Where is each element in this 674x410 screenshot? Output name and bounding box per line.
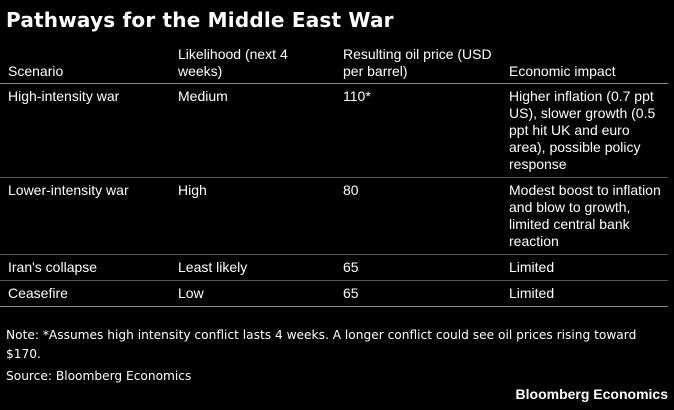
cell-likelihood: Low bbox=[170, 280, 335, 307]
table-header-row: Scenario Likelihood (next 4 weeks) Resul… bbox=[0, 46, 668, 84]
cell-likelihood: High bbox=[170, 177, 335, 255]
table-row: High-intensity war Medium 110* Higher in… bbox=[0, 83, 668, 178]
cell-scenario: Lower-intensity war bbox=[0, 177, 170, 255]
cell-oil-price: 65 bbox=[335, 280, 501, 307]
cell-economic-impact: Limited bbox=[501, 280, 668, 307]
cell-scenario: Iran's collapse bbox=[0, 254, 170, 281]
cell-oil-price: 110* bbox=[335, 83, 501, 178]
cell-economic-impact: Limited bbox=[501, 254, 668, 281]
cell-economic-impact: Modest boost to inflation and blow to gr… bbox=[501, 177, 668, 255]
table-row: Lower-intensity war High 80 Modest boost… bbox=[0, 177, 668, 255]
cell-likelihood: Least likely bbox=[170, 254, 335, 281]
cell-economic-impact: Higher inflation (0.7 ppt US), slower gr… bbox=[501, 83, 668, 178]
header-economic-impact: Economic impact bbox=[501, 46, 668, 84]
table-row: Ceasefire Low 65 Limited bbox=[0, 280, 668, 307]
header-likelihood: Likelihood (next 4 weeks) bbox=[170, 46, 335, 84]
cell-scenario: High-intensity war bbox=[0, 83, 170, 178]
header-oil-price: Resulting oil price (USD per barrel) bbox=[335, 46, 501, 84]
cell-oil-price: 65 bbox=[335, 254, 501, 281]
cell-scenario: Ceasefire bbox=[0, 280, 170, 307]
cell-likelihood: Medium bbox=[170, 83, 335, 178]
brand-logo-text: Bloomberg Economics bbox=[515, 386, 668, 402]
source-line: Source: Bloomberg Economics bbox=[6, 369, 192, 383]
chart-title: Pathways for the Middle East War bbox=[6, 8, 394, 32]
header-scenario: Scenario bbox=[0, 46, 170, 84]
cell-oil-price: 80 bbox=[335, 177, 501, 255]
table-row: Iran's collapse Least likely 65 Limited bbox=[0, 254, 668, 281]
footnote: Note: *Assumes high intensity conflict l… bbox=[6, 328, 637, 361]
scenario-table: Scenario Likelihood (next 4 weeks) Resul… bbox=[0, 46, 668, 307]
